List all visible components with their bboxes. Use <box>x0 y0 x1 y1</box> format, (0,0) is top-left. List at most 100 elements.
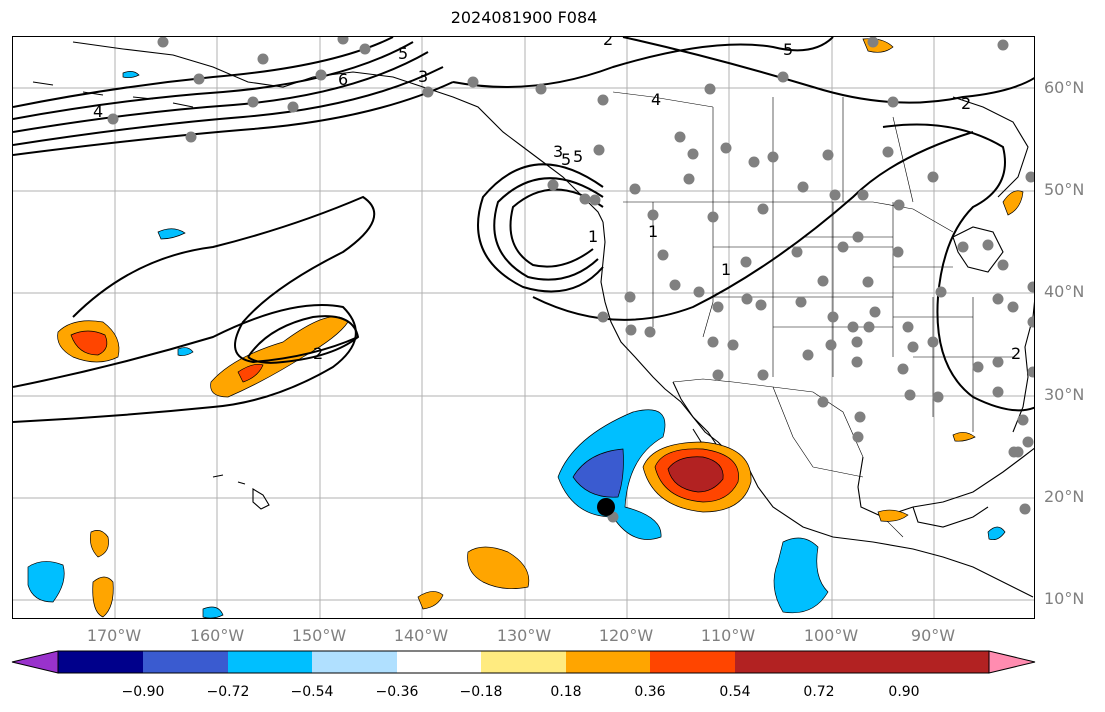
station-dot <box>755 299 767 311</box>
station-dot <box>887 96 899 108</box>
colorbar-segment <box>904 651 989 673</box>
contour-label: 4 <box>93 102 103 121</box>
station-dots <box>107 37 1034 523</box>
station-dot <box>1019 503 1031 515</box>
station-dot <box>817 396 829 408</box>
station-dot <box>992 356 1004 368</box>
lon-label-120w: 120°W <box>598 626 654 645</box>
colorbar-tick-label: −0.90 <box>121 684 165 700</box>
station-dot <box>935 286 947 298</box>
contour-label: 3 <box>553 142 563 161</box>
map-canvas: 4 3 5 5 6 2 4 5 2 1 3 5 1 1 2 2 <box>13 37 1034 618</box>
map-panel[interactable]: 4 3 5 5 6 2 4 5 2 1 3 5 1 1 2 2 <box>12 36 1035 619</box>
small-positive-1 <box>467 546 530 589</box>
contour-alaska-5 <box>13 81 454 156</box>
lon-label-150w: 150°W <box>291 626 347 645</box>
small-positive-4 <box>417 591 444 610</box>
small-positive-7 <box>877 509 909 522</box>
station-dot <box>593 144 605 156</box>
station-dot <box>257 53 269 65</box>
station-dot <box>624 291 636 303</box>
contour-alaska-3 <box>13 51 429 133</box>
colorbar-tick-label: 0.90 <box>888 684 920 700</box>
contour-lines <box>13 37 1034 423</box>
location-marker[interactable] <box>597 498 615 516</box>
lat-label-30n: 30°N <box>1044 385 1085 404</box>
small-negative-5 <box>987 526 1006 541</box>
anomaly-shading <box>27 38 1024 618</box>
station-dot <box>893 199 905 211</box>
station-dot <box>693 286 705 298</box>
colorbar-segments <box>12 651 1035 673</box>
contour-low-3 <box>509 188 604 268</box>
station-dot <box>1027 281 1034 293</box>
station-dot <box>869 306 881 318</box>
station-dot <box>927 171 939 183</box>
lon-label-160w: 160°W <box>189 626 245 645</box>
contour-label: 2 <box>313 344 323 363</box>
colorbar-tick-label: −0.18 <box>459 684 503 700</box>
colorbar-extend-min <box>12 651 58 673</box>
gulf-coast <box>857 447 1034 518</box>
station-dot <box>777 71 789 83</box>
contour-2-pacific <box>13 304 357 423</box>
station-dot <box>997 39 1009 51</box>
station-dot <box>867 37 879 48</box>
contour-label: 2 <box>603 37 613 49</box>
small-positive-6 <box>1002 190 1024 216</box>
station-dot <box>902 321 914 333</box>
contour-label: 1 <box>648 222 658 241</box>
great-lakes <box>952 226 1004 273</box>
station-dot <box>854 411 866 423</box>
contour-label: 5 <box>398 44 408 63</box>
station-dot <box>707 336 719 348</box>
station-dot <box>740 256 752 268</box>
station-dot <box>712 369 724 381</box>
contour-alaska-2 <box>13 41 414 120</box>
station-dot <box>547 179 559 191</box>
lat-label-40n: 40°N <box>1044 282 1085 301</box>
colorbar-segment <box>566 651 650 673</box>
contour-label: 2 <box>961 94 971 113</box>
station-dot <box>644 326 656 338</box>
hawaii-islands <box>212 474 270 510</box>
station-dot <box>997 259 1009 271</box>
mexico-coast <box>747 466 1034 598</box>
negative-anomaly-blue <box>572 448 624 498</box>
station-dot <box>825 339 837 351</box>
station-dot <box>422 86 434 98</box>
station-dot <box>704 83 716 95</box>
contour-label: 2 <box>1011 344 1021 363</box>
station-dot <box>932 391 944 403</box>
station-dot <box>829 189 841 201</box>
contour-2-inner <box>247 315 360 364</box>
contour-alaska-4 <box>13 66 444 146</box>
contour-1 <box>532 131 974 321</box>
hudson-bay <box>952 96 1029 198</box>
lon-label-100w: 100°W <box>803 626 859 645</box>
lon-label-170w: 170°W <box>86 626 142 645</box>
station-dot <box>982 239 994 251</box>
contour-2-north <box>622 37 1034 104</box>
station-dot <box>193 73 205 85</box>
contour-label: 1 <box>588 227 598 246</box>
station-dot <box>315 69 327 81</box>
station-dot <box>1027 316 1034 328</box>
small-negative-1 <box>157 228 186 240</box>
colorbar <box>11 650 1036 674</box>
station-dot <box>1022 436 1034 448</box>
station-dot <box>851 356 863 368</box>
station-dot <box>712 301 724 313</box>
station-dot <box>802 349 814 361</box>
station-dot <box>674 131 686 143</box>
station-dot <box>1008 446 1020 458</box>
lat-label-50n: 50°N <box>1044 180 1085 199</box>
station-dot <box>669 279 681 291</box>
lon-label-140w: 140°W <box>393 626 449 645</box>
contour-low-1 <box>477 163 604 293</box>
state-lines-east <box>893 266 1013 432</box>
colorbar-segment <box>735 651 819 673</box>
contour-label: 5 <box>573 147 583 166</box>
station-dot <box>904 389 916 401</box>
station-dot <box>727 339 739 351</box>
